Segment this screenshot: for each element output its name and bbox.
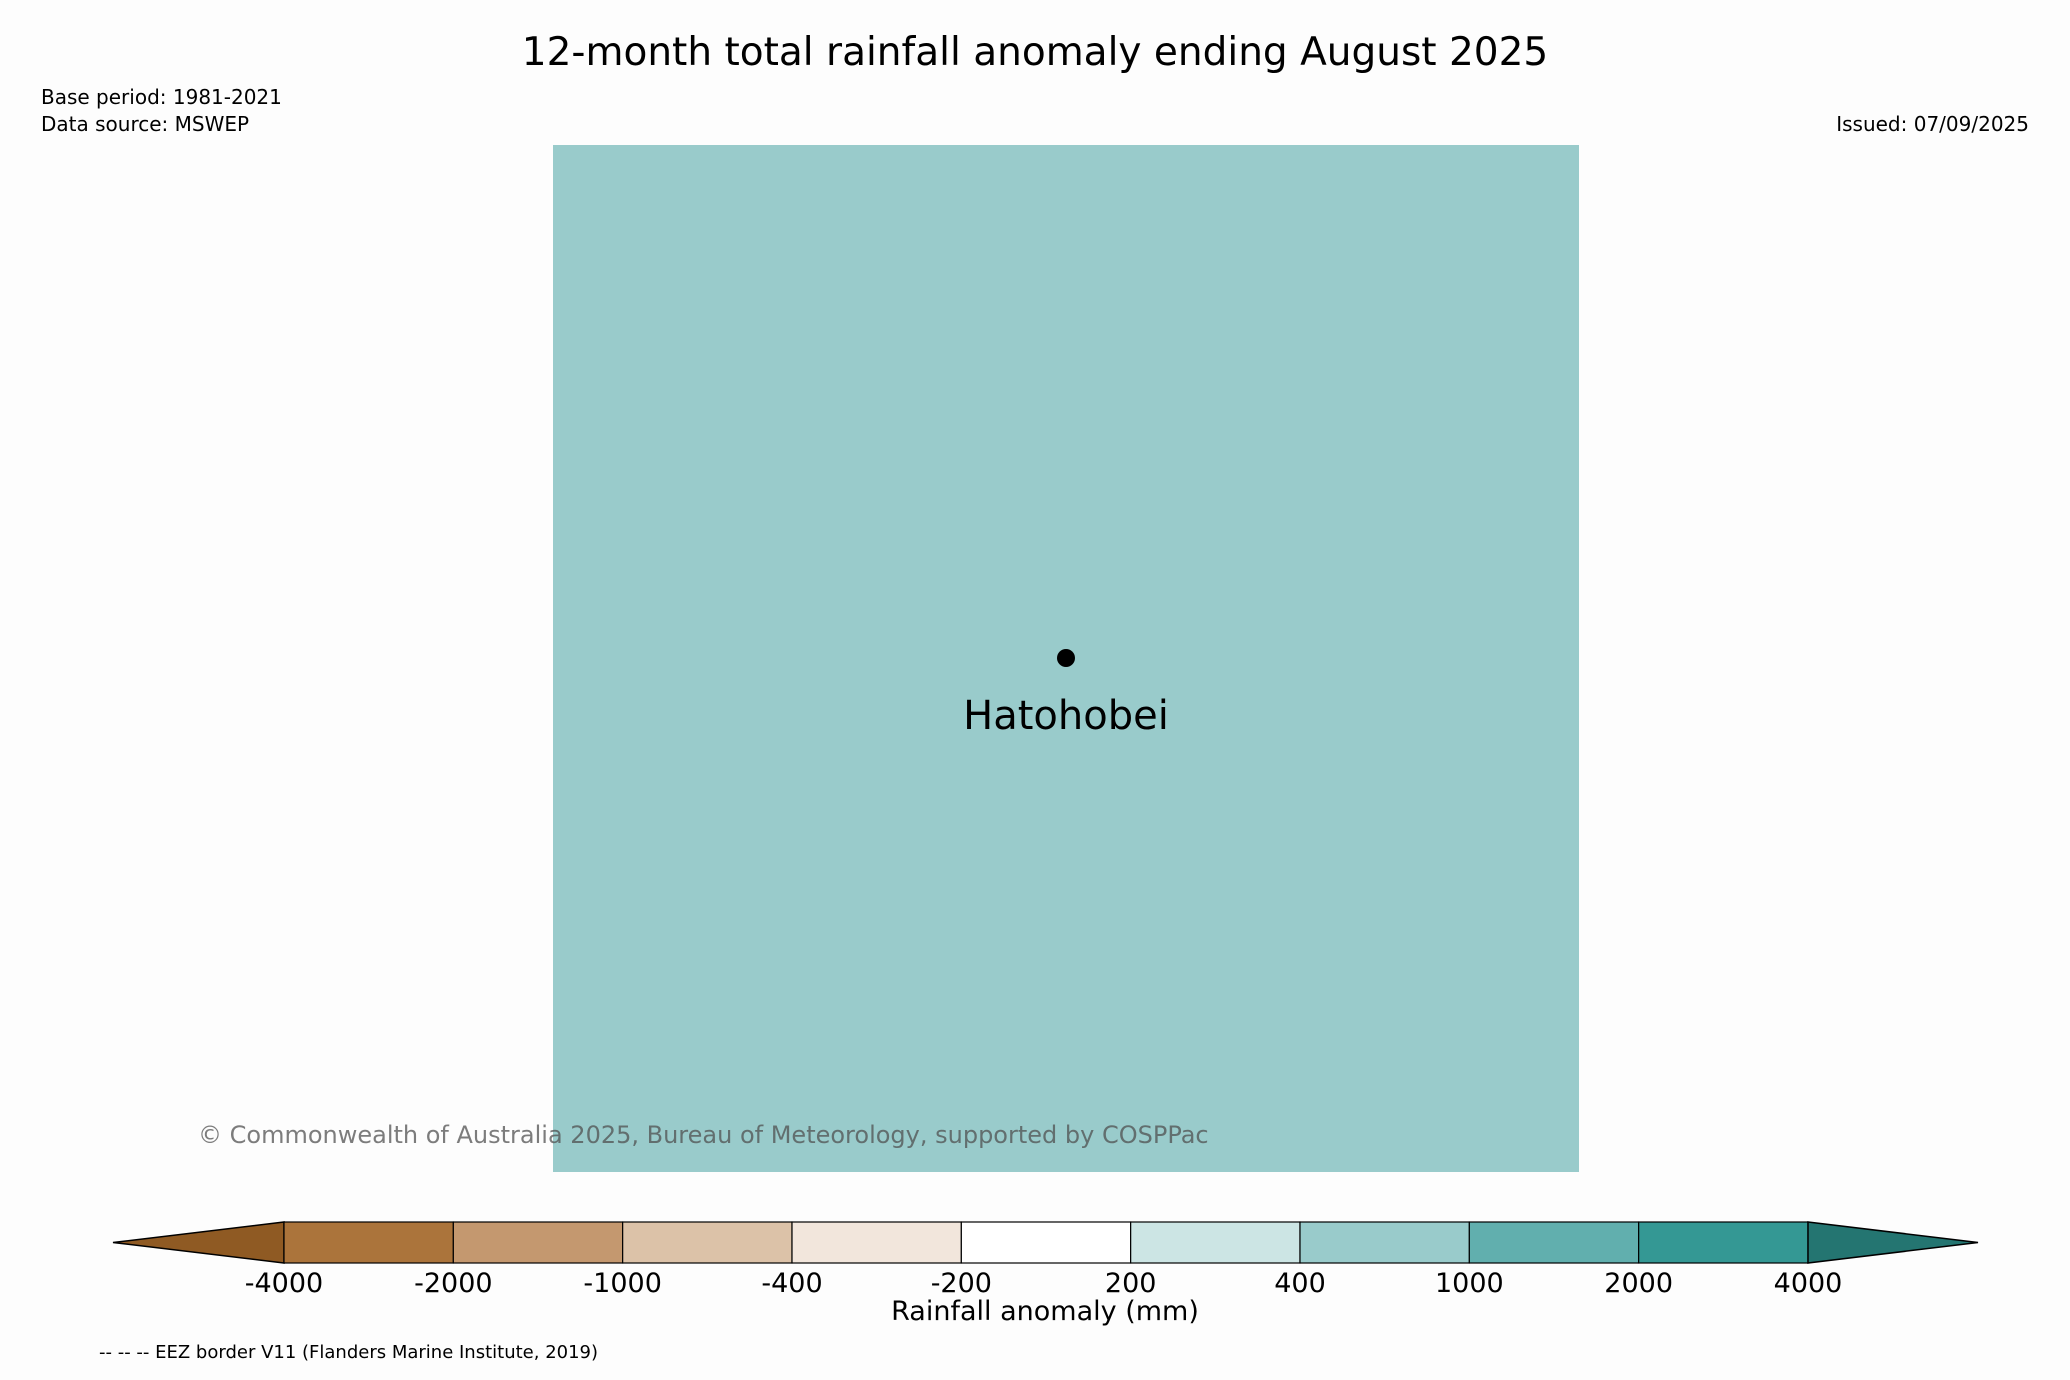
colorbar-tick-label: -200 (931, 1268, 992, 1299)
colorbar-segment (1468, 1221, 1640, 1264)
colorbar-segment (960, 1221, 1132, 1264)
colorbar-segment (1299, 1221, 1470, 1264)
copyright-text: © Commonwealth of Australia 2025, Bureau… (198, 1121, 1209, 1149)
colorbar-label: Rainfall anomaly (mm) (891, 1296, 1199, 1327)
colorbar: -4000 -2000 -1000 -400 -200 200 400 1000 2000 400… (112, 1221, 1979, 1299)
colorbar-segment (622, 1221, 793, 1264)
eez-border-note: -- -- -- EEZ border V11 (Flanders Marine… (99, 1342, 599, 1363)
map-title: 12-month total rainfall anomaly ending A… (521, 30, 1549, 75)
colorbar-extend-high (1807, 1221, 1979, 1264)
colorbar-tick-label: -1000 (583, 1268, 661, 1299)
colorbar-tick-label: 4000 (1774, 1268, 1843, 1299)
colorbar-segment (791, 1221, 962, 1264)
colorbar-tick-label: -400 (761, 1268, 822, 1299)
colorbar-segment (1638, 1221, 1809, 1264)
location-marker-icon (1057, 649, 1075, 667)
colorbar-tick-label: 200 (1105, 1268, 1157, 1299)
colorbar-tick-label: 1000 (1435, 1268, 1504, 1299)
base-period-text: Base period: 1981-2021 (41, 85, 282, 109)
colorbar-tick-label: 2000 (1604, 1268, 1673, 1299)
issued-date-text: Issued: 07/09/2025 (1836, 112, 2029, 136)
location-label: Hatohobei (963, 693, 1169, 739)
colorbar-segment (452, 1221, 624, 1264)
colorbar-tick-label: -2000 (414, 1268, 492, 1299)
colorbar-extend-low (112, 1221, 285, 1264)
colorbar-tick-label: 400 (1274, 1268, 1326, 1299)
colorbar-segment (283, 1221, 454, 1264)
colorbar-segment (1130, 1221, 1301, 1264)
data-source-text: Data source: MSWEP (41, 112, 250, 136)
colorbar-tick-label: -4000 (245, 1268, 323, 1299)
